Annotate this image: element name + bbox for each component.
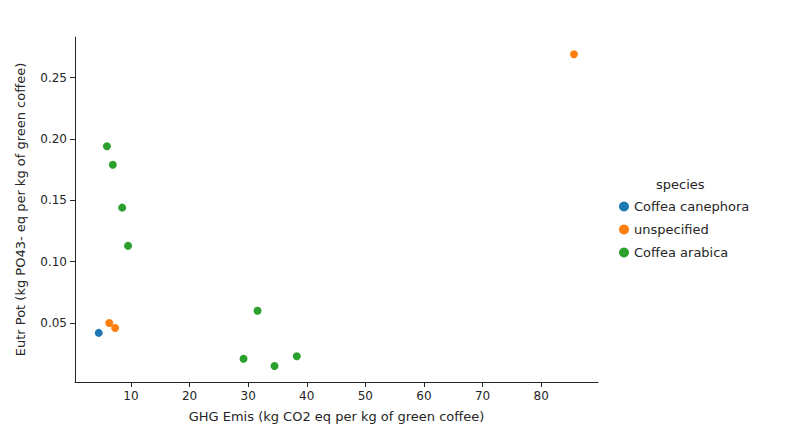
svg-text:30: 30 [241, 389, 256, 403]
svg-text:60: 60 [416, 389, 431, 403]
svg-text:0.10: 0.10 [40, 255, 67, 269]
svg-text:70: 70 [475, 389, 490, 403]
svg-text:0.20: 0.20 [40, 132, 67, 146]
svg-text:Eutr Pot (kg PO43- eq per kg o: Eutr Pot (kg PO43- eq per kg of green co… [13, 63, 28, 357]
svg-text:GHG Emis (kg CO2 eq per kg of: GHG Emis (kg CO2 eq per kg of green coff… [189, 409, 485, 424]
svg-text:50: 50 [358, 389, 373, 403]
svg-text:Coffea canephora: Coffea canephora [634, 199, 749, 214]
svg-text:0.15: 0.15 [40, 193, 67, 207]
svg-text:10: 10 [123, 389, 138, 403]
svg-text:unspecified: unspecified [634, 222, 709, 237]
svg-text:20: 20 [182, 389, 197, 403]
svg-text:80: 80 [534, 389, 549, 403]
svg-text:Coffea arabica: Coffea arabica [634, 245, 728, 260]
svg-text:0.05: 0.05 [40, 316, 67, 330]
svg-text:species: species [656, 177, 705, 192]
svg-text:0.25: 0.25 [40, 71, 67, 85]
svg-text:40: 40 [299, 389, 314, 403]
